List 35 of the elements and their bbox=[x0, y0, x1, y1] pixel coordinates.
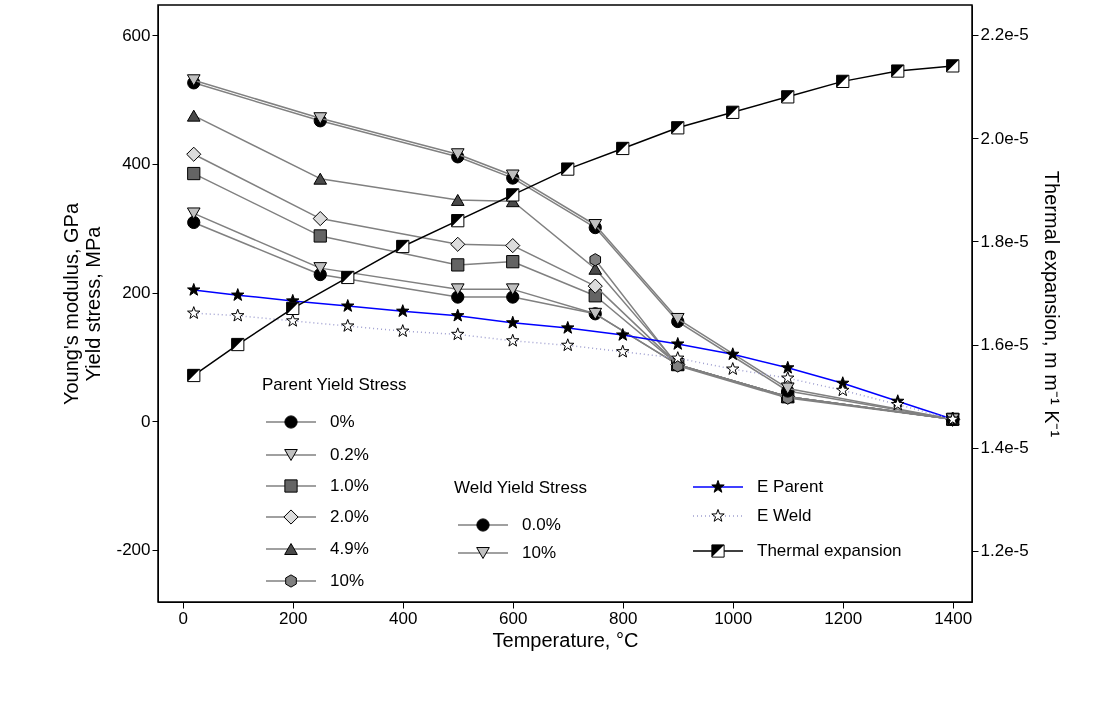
x-tick-label: 1400 bbox=[934, 608, 973, 628]
x-tick-label: 0 bbox=[178, 608, 188, 628]
y-tick-label: 400 bbox=[122, 154, 151, 174]
legend-label: 0.2% bbox=[330, 445, 369, 464]
legend-label: 2.0% bbox=[330, 507, 369, 526]
legend-label: Thermal expansion bbox=[757, 541, 902, 560]
legend-label: 0.0% bbox=[522, 515, 561, 534]
y-axis-title: Young's modulus, GPa Yield stress, MPa bbox=[60, 202, 105, 406]
legend-label: 0% bbox=[330, 412, 355, 431]
x-tick-label: 1200 bbox=[824, 608, 863, 628]
x-tick-label: 200 bbox=[279, 608, 308, 628]
legend-label: 1.0% bbox=[330, 476, 369, 495]
y2-axis-title: Thermal expansion, m m⁻¹ K⁻¹ bbox=[1040, 170, 1063, 438]
x-tick-label: 800 bbox=[609, 608, 638, 628]
legend-label: E Weld bbox=[757, 506, 812, 525]
y2-tick-label: 1.8e-5 bbox=[980, 231, 1029, 251]
y2-tick-label: 2.2e-5 bbox=[980, 25, 1029, 45]
y2-tick-label: 1.6e-5 bbox=[980, 335, 1029, 355]
legend-label: 10% bbox=[330, 571, 365, 590]
y-tick-label: -200 bbox=[116, 540, 151, 560]
legend-label: 4.9% bbox=[330, 539, 369, 558]
legend-label: 10% bbox=[522, 543, 557, 562]
y2-tick-label: 1.4e-5 bbox=[980, 438, 1029, 458]
legend-label: E Parent bbox=[757, 477, 824, 496]
x-tick-label: 1000 bbox=[714, 608, 753, 628]
y-tick-label: 200 bbox=[122, 283, 151, 303]
x-axis-title: Temperature, °C bbox=[492, 628, 639, 651]
x-tick-label: 400 bbox=[389, 608, 418, 628]
annotation: Weld Yield Stress bbox=[454, 478, 587, 497]
x-tick-label: 600 bbox=[499, 608, 528, 628]
y-tick-label: 0 bbox=[141, 411, 151, 431]
y2-tick-label: 2.0e-5 bbox=[980, 128, 1029, 148]
y-tick-label: 600 bbox=[122, 25, 151, 45]
y2-tick-label: 1.2e-5 bbox=[980, 541, 1029, 561]
legend-title: Parent Yield Stress bbox=[262, 375, 407, 394]
